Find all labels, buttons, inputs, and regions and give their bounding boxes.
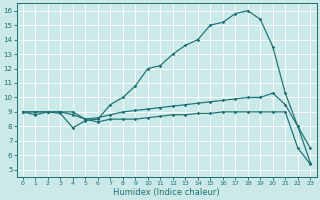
X-axis label: Humidex (Indice chaleur): Humidex (Indice chaleur) bbox=[113, 188, 220, 197]
